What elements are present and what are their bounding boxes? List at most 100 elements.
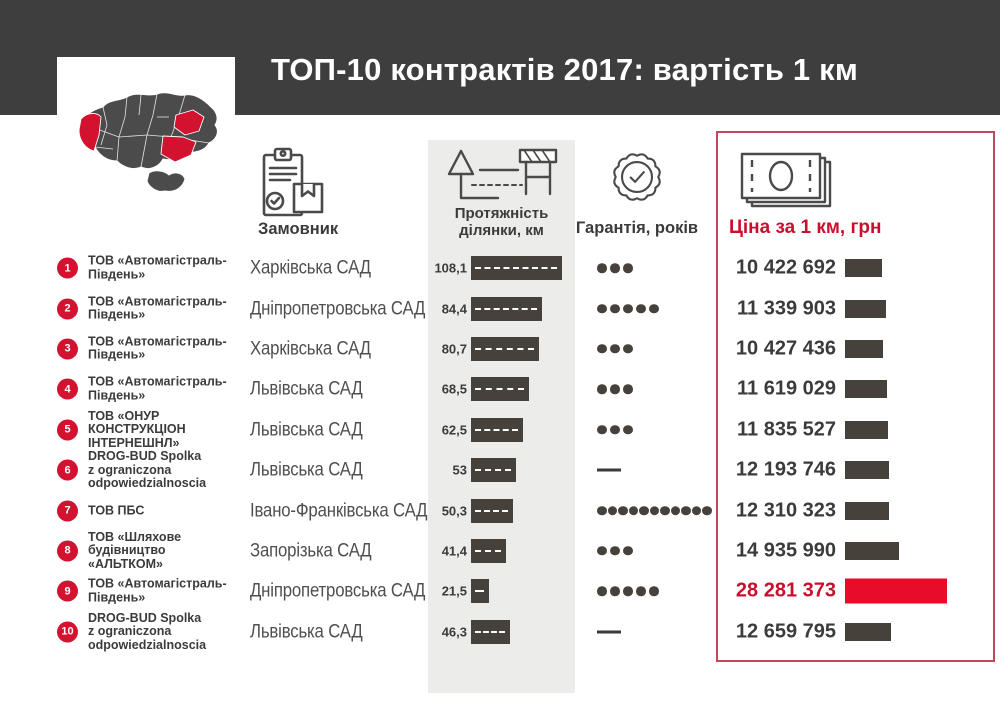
- table-row: 6 DROG-BUD Spolka z ograniczona odpowied…: [0, 449, 1000, 490]
- contractor-line: ТОВ ПБС: [88, 502, 145, 517]
- contractor-line: odpowiedzialnoscia: [88, 475, 207, 490]
- price-bar: [845, 259, 882, 278]
- rank-number: 10: [61, 625, 74, 638]
- price-bar: [845, 578, 947, 604]
- price-bar: [845, 299, 886, 318]
- customer-name: Запорізька САД: [250, 539, 372, 562]
- column-header-customer: Замовник: [258, 220, 339, 238]
- contractor-line: Південь»: [88, 388, 146, 403]
- warranty-dots: [597, 263, 633, 273]
- warranty-dots: [597, 425, 633, 435]
- contractor-name: ТОВ «Автомагістраль- Південь»: [88, 253, 240, 282]
- rank-badge: 7: [57, 500, 78, 522]
- table-row: 10 DROG-BUD Spolka z ograniczona odpowie…: [0, 611, 1000, 652]
- contractor-name: DROG-BUD Spolka z ograniczona odpowiedzi…: [88, 449, 240, 490]
- warranty-dots: [597, 630, 621, 634]
- length-value: 84,4: [441, 301, 467, 317]
- contractor-name: ТОВ ПБС: [88, 502, 240, 517]
- rank-badge: 8: [57, 540, 78, 562]
- table-row: 8 ТОВ «Шляхове будівництво «АЛЬТКОМ» Зап…: [0, 529, 1000, 571]
- seal-check-icon: [608, 148, 666, 206]
- rank-number: 8: [64, 544, 71, 557]
- length-value: 68,5: [441, 381, 467, 397]
- length-bar: [471, 296, 542, 321]
- column-header-price: Ціна за 1 км, грн: [729, 217, 882, 238]
- length-value: 62,5: [441, 422, 467, 438]
- contractor-line: Південь»: [88, 267, 146, 282]
- contractor-line: ТОВ «ОНУР КОНСТРУКЦІОН: [88, 408, 186, 437]
- table-row: 4 ТОВ «Автомагістраль- Південь» Львівськ…: [0, 369, 1000, 409]
- contractor-line: ТОВ «Шляхове: [88, 529, 182, 544]
- price-value: 10 427 436: [735, 337, 836, 360]
- warranty-dots: [597, 468, 621, 472]
- rank-number: 1: [64, 262, 71, 275]
- customer-name: Харківська САД: [250, 337, 371, 360]
- length-bar: [471, 579, 489, 604]
- price-value: 10 422 692: [735, 256, 836, 279]
- price-column-frame: [716, 131, 995, 662]
- price-bar: [845, 461, 889, 480]
- warranty-dots: [597, 303, 659, 314]
- contractor-line: ТОВ «Автомагістраль-: [88, 334, 227, 349]
- length-value: 108,1: [434, 260, 467, 276]
- rank-badge: 2: [57, 298, 78, 320]
- rank-number: 7: [64, 504, 71, 517]
- price-bar: [845, 501, 889, 520]
- length-bar: [471, 256, 562, 281]
- rank-number: 3: [64, 342, 71, 355]
- ukraine-map-panel: [57, 57, 235, 227]
- contractor-line: ТОВ «Автомагістраль-: [88, 253, 227, 268]
- contractor-line: будівництво «АЛЬТКОМ»: [88, 543, 166, 571]
- length-bar: [471, 336, 539, 361]
- customer-name: Харківська САД: [250, 256, 371, 279]
- warranty-dots: [597, 384, 633, 395]
- price-value: 11 339 903: [737, 297, 836, 320]
- customer-name: Львівська САД: [250, 418, 363, 441]
- table-row: 2 ТОВ «Автомагістраль- Південь» Дніпропе…: [0, 288, 1000, 328]
- price-value: 11 619 029: [737, 377, 836, 400]
- customer-name: Івано-Франківська САД: [250, 499, 428, 522]
- rank-badge: 9: [57, 580, 78, 602]
- banknotes-icon: [738, 150, 836, 212]
- map-crimea-shape: [146, 170, 186, 192]
- length-bar: [471, 619, 510, 644]
- price-value: 12 310 323: [735, 499, 836, 522]
- warranty-no-data-dash: [597, 468, 621, 472]
- customer-name: Дніпропетровська САД: [250, 297, 426, 320]
- contractor-line: z ograniczona: [88, 462, 172, 477]
- rank-badge: 4: [57, 378, 78, 400]
- ukraine-map-icon: [78, 92, 218, 192]
- price-value: 14 935 990: [735, 539, 836, 562]
- contractor-line: z ograniczona: [88, 624, 172, 638]
- length-value: 46,3: [441, 624, 467, 640]
- price-bar: [845, 339, 883, 358]
- warranty-no-data-dash: [597, 630, 621, 634]
- price-bar: [845, 380, 887, 399]
- price-bar: [845, 622, 891, 641]
- table-row: 3 ТОВ «Автомагістраль- Південь» Харківсь…: [0, 329, 1000, 369]
- road-length-icon: [440, 146, 560, 204]
- contractor-name: ТОВ «Автомагістраль- Південь»: [88, 334, 240, 363]
- rank-badge: 3: [57, 338, 78, 360]
- length-value: 21,5: [441, 583, 467, 599]
- customer-name: Львівська САД: [250, 458, 363, 481]
- contractor-line: ІНТЕРНЕШНЛ»: [88, 435, 180, 450]
- column-header-warranty: Гарантія, років: [575, 219, 699, 237]
- price-value: 28 281 373: [735, 579, 836, 602]
- length-value: 53: [452, 462, 467, 478]
- customer-name: Дніпропетровська САД: [250, 579, 426, 602]
- length-value: 50,3: [441, 503, 467, 519]
- warranty-dots: [597, 546, 633, 556]
- contractor-line: DROG-BUD Spolka: [88, 449, 202, 464]
- price-bar: [845, 541, 899, 560]
- length-bar: [471, 377, 529, 402]
- customer-name: Львівська САД: [250, 620, 363, 643]
- price-value: 11 835 527: [737, 418, 836, 441]
- rank-badge: 5: [57, 419, 78, 441]
- contractor-name: ТОВ «Автомагістраль- Південь»: [88, 294, 240, 322]
- map-region-highlighted-lviv: [78, 113, 102, 152]
- column-header-length: Протяжність ділянки, км: [454, 205, 549, 239]
- page-title: ТОП-10 контрактів 2017: вартість 1 км: [271, 52, 858, 87]
- warranty-dots: [597, 586, 659, 597]
- rank-number: 2: [64, 302, 71, 315]
